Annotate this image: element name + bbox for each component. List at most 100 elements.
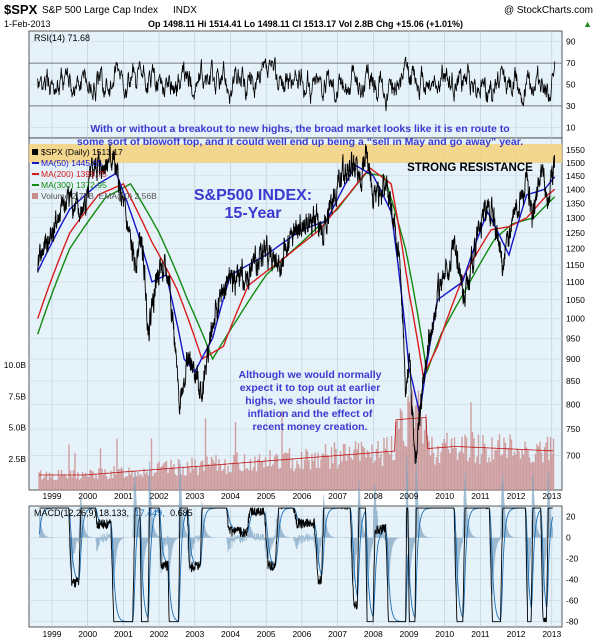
macd-panel [28, 505, 563, 628]
price-y-tick: 750 [566, 424, 580, 434]
x-tick-label: 2013 [542, 629, 561, 639]
rsi-y-tick: 70 [566, 58, 576, 68]
price-y-tick: 1000 [566, 314, 585, 324]
x-tick-label: 2002 [150, 629, 169, 639]
legend-price: $SPX (Daily) 1513.17 [41, 147, 123, 157]
legend-swatch-volume [32, 193, 38, 199]
macd-y-tick: -60 [566, 596, 579, 606]
x-tick-label: 2005 [257, 491, 276, 501]
chart-heading: S&P500 INDEX: [194, 187, 312, 204]
up-arrow-icon: ▲ [583, 19, 592, 29]
price-y-tick: 1500 [566, 158, 585, 168]
price-legend: $SPX (Daily) 1513.17 MA(50) 1445.65 MA(2… [32, 147, 157, 201]
x-tick-label: 2004 [221, 491, 240, 501]
price-y-tick: 1550 [566, 145, 585, 155]
svg-text:MACD(12,26,9) 18.133, 17: MACD(12,26,9) 18.133, 17.449, 0.685 [34, 508, 193, 518]
x-tick-label: 2013 [542, 491, 561, 501]
macd-y-tick: 0 [566, 533, 571, 543]
legend-ma200: MA(200) 1399.75 [41, 169, 107, 179]
legend-ma50: MA(50) 1445.65 [41, 158, 102, 168]
price-y-tick: 1350 [566, 198, 585, 208]
annotation-mid-line4: inflation and the effect of [248, 408, 373, 420]
macd-legend: MACD(12,26,9) 18.133, 17.449, 0.685 [34, 508, 193, 518]
watermark: @ StockCharts.com [504, 5, 593, 16]
x-tick-label: 2002 [150, 491, 169, 501]
x-tick-label: 2005 [257, 629, 276, 639]
volume-ema-line [39, 416, 554, 476]
annotation-mid-line1: Although we would normally [239, 369, 382, 381]
price-panel [28, 137, 563, 491]
volume-bars [38, 390, 555, 490]
ma200-line [37, 166, 556, 380]
macd-y-tick: -20 [566, 554, 579, 564]
annotation-mid-line5: recent money creation. [253, 421, 368, 433]
index-name: S&P 500 Large Cap Index [42, 5, 158, 16]
x-tick-label: 2009 [400, 491, 419, 501]
macd-y-tick: 20 [566, 512, 576, 522]
price-y-tick: 1150 [566, 260, 585, 270]
annotation-mid-line2: expect it to top out at earlier [240, 382, 381, 394]
volume-y-tick: 10.0B [4, 360, 27, 370]
rsi-y-tick: 30 [566, 101, 576, 111]
price-y-tick: 1250 [566, 228, 585, 238]
macd-legend-macd: MACD(12,26,9) 18.133, [34, 508, 129, 518]
annotation-top-line1: With or without a breakout to new highs,… [90, 123, 509, 135]
x-tick-label: 1999 [43, 491, 62, 501]
x-tick-label: 2007 [328, 491, 347, 501]
x-tick-label: 2000 [78, 491, 97, 501]
x-tick-label: 1999 [43, 629, 62, 639]
annotation-mid-line3: highs, we should factor in [245, 395, 375, 407]
rsi-y-tick: 50 [566, 80, 576, 90]
rsi-y-tick: 90 [566, 37, 576, 47]
x-tick-label: 2008 [364, 491, 383, 501]
date-label: 1-Feb-2013 [4, 19, 51, 29]
annotation-top-line2: some sort of blowoff top, and it could w… [77, 136, 523, 148]
price-y-tick: 1100 [566, 277, 585, 287]
price-y-tick: 1050 [566, 295, 585, 305]
volume-y-tick: 7.5B [9, 391, 27, 401]
x-tick-label: 2004 [221, 629, 240, 639]
legend-volume: Volume 2.79B, EMA(60) 2.56B [41, 191, 157, 201]
legend-ma300: MA(300) 1372.95 [41, 180, 107, 190]
price-y-tick: 700 [566, 451, 580, 461]
price-y-tick: 900 [566, 354, 580, 364]
price-y-tick: 950 [566, 333, 580, 343]
price-y-tick: 1200 [566, 244, 585, 254]
x-tick-label: 2006 [292, 491, 311, 501]
macd-legend-histogram: 0.685 [170, 508, 193, 518]
rsi-y-tick: 10 [566, 122, 576, 132]
x-tick-label: 2001 [114, 491, 133, 501]
price-y-tick: 1300 [566, 213, 585, 223]
legend-swatch-price [32, 149, 38, 155]
x-tick-label: 2003 [185, 629, 204, 639]
x-tick-label: 2001 [114, 629, 133, 639]
price-y-tick: 1450 [566, 171, 585, 181]
exchange: INDX [173, 5, 197, 16]
rsi-line [37, 56, 556, 112]
price-y-tick: 800 [566, 399, 580, 409]
rsi-title: RSI(14) 71.68 [34, 33, 90, 43]
macd-y-tick: -40 [566, 575, 579, 585]
quote-line: Op 1498.11 Hi 1514.41 Lo 1498.11 Cl 1513… [148, 19, 463, 29]
x-tick-label: 2010 [435, 629, 454, 639]
x-tick-label: 2012 [507, 491, 526, 501]
spx-price-line [37, 143, 556, 464]
chart-subheading: 15-Year [225, 205, 282, 222]
x-tick-label: 2011 [471, 491, 490, 501]
price-y-tick: 1400 [566, 184, 585, 194]
x-tick-label: 2010 [435, 491, 454, 501]
price-y-tick: 850 [566, 376, 580, 386]
resistance-band [29, 144, 562, 163]
x-tick-label: 2007 [328, 629, 347, 639]
x-tick-label: 2003 [185, 491, 204, 501]
x-tick-label: 2011 [471, 629, 490, 639]
macd-line [39, 506, 553, 623]
x-tick-label: 2006 [292, 629, 311, 639]
x-tick-label: 2012 [507, 629, 526, 639]
strong-resistance-label: STRONG RESISTANCE [407, 162, 533, 174]
x-tick-label: 2008 [364, 629, 383, 639]
x-tick-label: 2009 [400, 629, 419, 639]
macd-legend-signal: 17.449, [135, 508, 165, 518]
